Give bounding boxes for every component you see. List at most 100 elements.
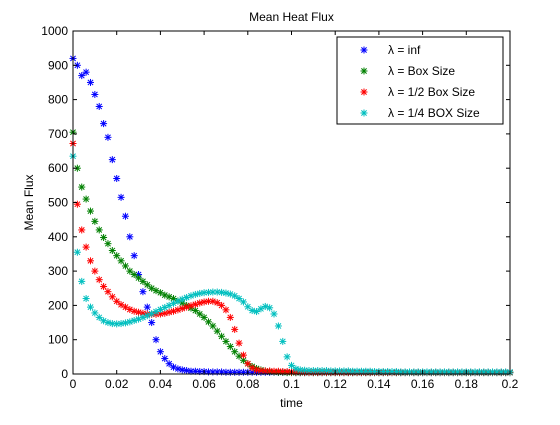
data-point — [196, 289, 204, 297]
data-point — [104, 319, 112, 327]
data-point — [139, 288, 147, 296]
x-tick-label: 0.06 — [192, 377, 216, 391]
data-point — [292, 365, 300, 373]
data-point — [82, 295, 90, 303]
data-point — [178, 366, 186, 374]
y-tick-label: 600 — [48, 161, 68, 175]
data-point — [274, 322, 282, 330]
data-point — [78, 226, 86, 234]
data-point — [156, 289, 164, 297]
x-tick-label: 0.04 — [149, 377, 173, 391]
data-point — [126, 267, 134, 275]
data-point — [82, 195, 90, 203]
data-point — [174, 365, 182, 373]
data-point — [139, 277, 147, 285]
data-point — [353, 367, 361, 375]
x-tick-label: 0.2 — [502, 377, 519, 391]
data-point — [73, 200, 81, 208]
y-tick-label: 300 — [48, 264, 68, 278]
data-point — [117, 193, 125, 201]
legend-marker — [360, 67, 368, 75]
data-point — [86, 303, 94, 311]
legend-entry-1: λ = inf — [360, 43, 421, 57]
legend-marker — [360, 109, 368, 117]
data-point — [239, 351, 247, 359]
legend-entry-2: λ = Box Size — [360, 64, 455, 78]
data-point — [156, 348, 164, 356]
data-point — [235, 295, 243, 303]
x-tick-label: 0.12 — [324, 377, 348, 391]
data-point — [135, 308, 143, 316]
data-point — [113, 174, 121, 182]
data-point — [231, 348, 239, 356]
data-point — [266, 367, 274, 375]
data-point — [213, 327, 221, 335]
data-point — [165, 308, 173, 316]
data-point — [126, 233, 134, 241]
data-point — [222, 306, 230, 314]
data-point — [108, 247, 116, 255]
data-point — [91, 217, 99, 225]
data-point — [108, 293, 116, 301]
data-point — [117, 257, 125, 265]
data-point — [209, 288, 217, 296]
data-point — [218, 332, 226, 340]
legend-entry-4: λ = 1/4 BOX Size — [360, 106, 480, 120]
y-tick-label: 0 — [61, 367, 68, 381]
data-point — [130, 307, 138, 315]
x-tick-label: 0 — [70, 377, 77, 391]
data-point — [95, 276, 103, 284]
data-point — [200, 313, 208, 321]
data-point — [78, 183, 86, 191]
data-point — [135, 274, 143, 282]
data-point — [248, 307, 256, 315]
legend-marker — [360, 88, 368, 96]
data-point — [104, 133, 112, 141]
legend-entry-3: λ = 1/2 Box Size — [360, 85, 475, 99]
data-point — [279, 337, 287, 345]
data-point — [91, 90, 99, 98]
data-point — [226, 313, 234, 321]
data-point — [349, 367, 357, 375]
data-point — [231, 325, 239, 333]
data-point — [104, 288, 112, 296]
data-point — [191, 307, 199, 315]
data-point — [218, 301, 226, 309]
data-point — [239, 298, 247, 306]
y-tick-label: 100 — [48, 333, 68, 347]
data-point — [130, 252, 138, 260]
data-point — [86, 78, 94, 86]
y-tick-label: 1000 — [41, 24, 68, 38]
data-point — [117, 301, 125, 309]
data-point — [100, 233, 108, 241]
data-point — [148, 319, 156, 327]
data-point — [196, 368, 204, 376]
data-point — [95, 102, 103, 110]
data-point — [231, 292, 239, 300]
data-point — [121, 262, 129, 270]
y-tick-label: 400 — [48, 230, 68, 244]
data-point — [82, 68, 90, 76]
data-point — [78, 72, 86, 80]
data-point — [327, 367, 335, 375]
legend-label: λ = 1/4 BOX Size — [388, 106, 480, 120]
x-tick-label: 0.18 — [455, 377, 479, 391]
data-point — [288, 361, 295, 369]
y-tick-label: 500 — [48, 196, 68, 210]
data-point — [100, 120, 108, 128]
data-point — [253, 308, 261, 316]
data-point — [86, 257, 94, 265]
data-point — [121, 212, 129, 220]
legend: λ = inf λ = Box Size λ = 1/2 Box Size λ = 1… — [336, 36, 504, 125]
legend-label: λ = Box Size — [388, 64, 455, 78]
y-tick-label: 800 — [48, 93, 68, 107]
data-point — [152, 336, 160, 344]
data-point — [113, 297, 121, 305]
data-point — [121, 319, 129, 327]
data-point — [95, 313, 103, 321]
data-point — [73, 248, 81, 256]
x-tick-label: 0.08 — [236, 377, 260, 391]
data-point — [283, 353, 291, 361]
y-axis-label: Mean Flux — [22, 174, 36, 230]
